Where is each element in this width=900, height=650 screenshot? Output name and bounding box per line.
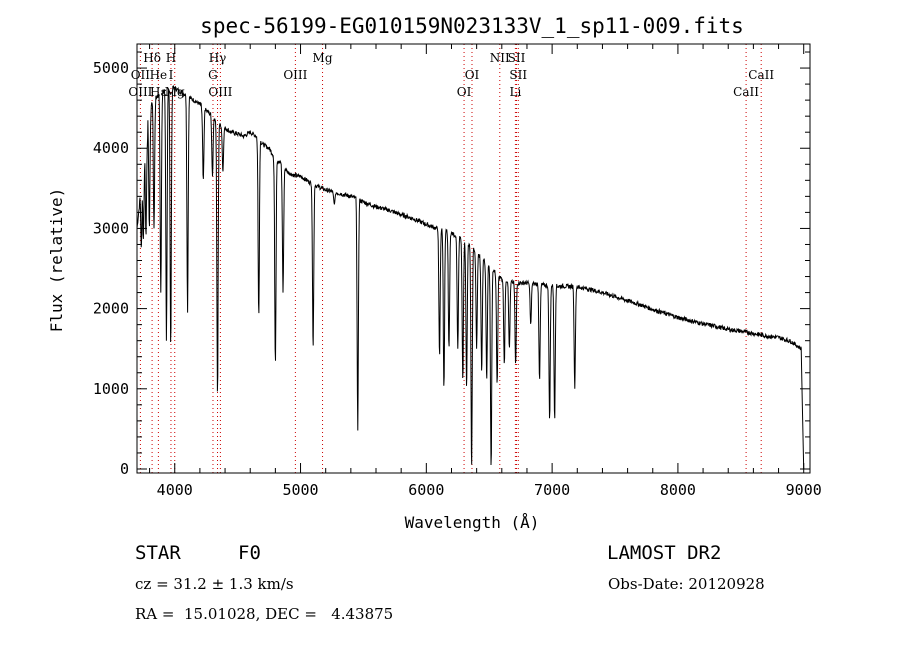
spectrum-line bbox=[136, 84, 805, 470]
x-tick-label: 4000 bbox=[157, 481, 193, 499]
y-tick-label: 0 bbox=[120, 460, 129, 478]
y-tick-label: 5000 bbox=[93, 59, 129, 77]
spectral-line-label: H bbox=[166, 51, 176, 65]
chart-title: spec-56199-EG010159N023133V_1_sp11-009.f… bbox=[200, 14, 744, 38]
y-tick-label: 2000 bbox=[93, 300, 129, 318]
axes: 4000 5000 6000 7000 8000 9000 0 1000 2000 3000 400… bbox=[93, 43, 822, 499]
spectral-line-label: He bbox=[150, 68, 168, 82]
plot-frame bbox=[136, 43, 811, 474]
y-tick-label: 4000 bbox=[93, 139, 129, 157]
spectral-line-label: OIII bbox=[128, 85, 152, 99]
spectral-line-label: OI bbox=[465, 68, 480, 82]
x-tick-label: 6000 bbox=[408, 481, 444, 499]
spectral-line-label: NII bbox=[490, 51, 510, 65]
spectral-line-label: OIII bbox=[283, 68, 307, 82]
spectral-line-label: Mg bbox=[313, 51, 333, 65]
y-axis-label: Flux (relative) bbox=[47, 188, 66, 333]
spectral-line-label: SII bbox=[509, 68, 527, 82]
plot-area bbox=[136, 84, 805, 470]
observation-date: Obs-Date: 20120928 bbox=[608, 575, 765, 593]
spectral-line-label: I bbox=[169, 68, 174, 82]
spectral-line-label: OIII bbox=[208, 85, 232, 99]
coordinates: RA = 15.01028, DEC = 4.43875 bbox=[135, 605, 394, 623]
x-tick-label: 9000 bbox=[786, 481, 822, 499]
object-class: STAR bbox=[135, 542, 181, 564]
spectral-line-label: OII bbox=[131, 68, 151, 82]
spectral-line-label: Hδ bbox=[143, 51, 161, 65]
object-subclass: F0 bbox=[238, 542, 261, 564]
spectral-line-label: G bbox=[208, 68, 218, 82]
y-tick-label: 3000 bbox=[93, 219, 129, 237]
spectral-line-label: Hγ bbox=[209, 51, 227, 65]
redshift-cz: cz = 31.2 ± 1.3 km/s bbox=[135, 575, 294, 593]
spectral-line-label: Mg bbox=[165, 85, 185, 99]
x-tick-label: 5000 bbox=[282, 481, 318, 499]
x-tick-label: 8000 bbox=[660, 481, 696, 499]
spectral-line-label: CaII bbox=[748, 68, 774, 82]
y-tick-label: 1000 bbox=[93, 380, 129, 398]
x-tick-label: 7000 bbox=[534, 481, 570, 499]
spectral-line-label: OI bbox=[457, 85, 472, 99]
spectral-line-label: CaII bbox=[733, 85, 759, 99]
survey-name: LAMOST DR2 bbox=[607, 542, 722, 564]
x-axis-label: Wavelength (Å) bbox=[405, 513, 540, 532]
spectral-line-label: Li bbox=[509, 85, 521, 99]
spectral-line-label: SII bbox=[508, 51, 526, 65]
